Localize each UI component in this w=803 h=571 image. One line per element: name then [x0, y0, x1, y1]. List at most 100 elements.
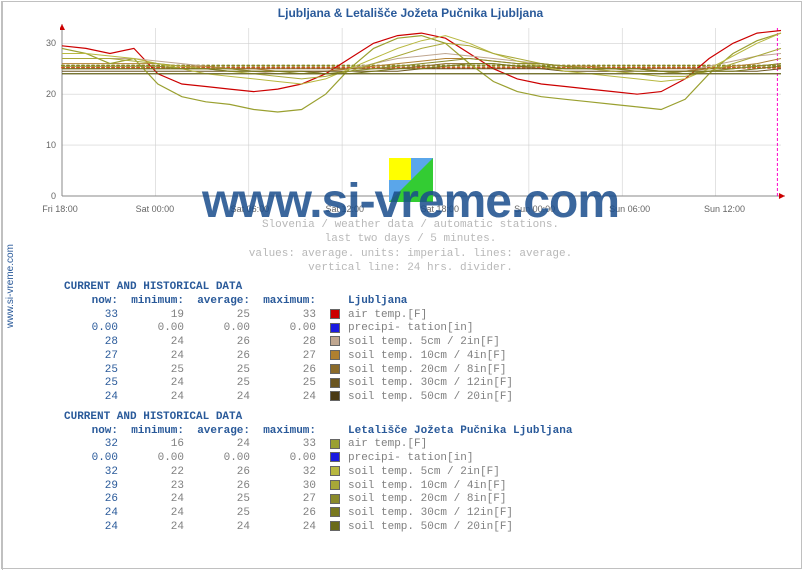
table-header: CURRENT AND HISTORICAL DATA: [64, 281, 791, 295]
cell-min: 24: [118, 507, 184, 521]
cell-max: 24: [250, 391, 316, 405]
cell-now: 27: [64, 350, 118, 364]
legend-swatch-cell: [326, 452, 344, 466]
cell-avg: 26: [184, 336, 250, 350]
cell-label: soil temp. 50cm / 20in[F]: [348, 391, 513, 405]
cell-avg: 24: [184, 438, 250, 452]
legend-swatch-cell: [326, 364, 344, 378]
cell-max: 27: [250, 493, 316, 507]
table-row: 25252526soil temp. 20cm / 8in[F]: [64, 364, 791, 378]
legend-swatch-icon: [330, 452, 340, 462]
table-row: 25242525soil temp. 30cm / 12in[F]: [64, 377, 791, 391]
cell-avg: 25: [184, 377, 250, 391]
cell-max: 0.00: [250, 452, 316, 466]
y-tick-label: 10: [30, 140, 56, 150]
column-headers: now:minimum:average:maximum:Letališče Jo…: [64, 425, 791, 439]
cell-avg: 0.00: [184, 452, 250, 466]
y-axis-labels: 0 10 20 30: [30, 22, 56, 202]
cell-now: 32: [64, 466, 118, 480]
table-row: 29232630 soil temp. 10cm / 4in[F]: [64, 480, 791, 494]
col-avg: average:: [184, 295, 250, 309]
cell-label: air temp.[F]: [348, 309, 427, 323]
table-header: CURRENT AND HISTORICAL DATA: [64, 411, 791, 425]
legend-swatch-cell: [326, 521, 344, 535]
cell-now: 0.00: [64, 322, 118, 336]
table-row: 32222632soil temp. 5cm / 2in[F]: [64, 466, 791, 480]
legend-swatch-cell: [326, 466, 344, 480]
data-table-block: CURRENT AND HISTORICAL DATAnow:minimum:a…: [64, 281, 791, 405]
cell-now: 0.00: [64, 452, 118, 466]
cell-now: 24: [64, 507, 118, 521]
cell-label: soil temp. 10cm / 4in[F]: [348, 480, 506, 494]
legend-swatch-cell: [326, 336, 344, 350]
table-row: 26242527soil temp. 20cm / 8in[F]: [64, 493, 791, 507]
table-row: 27242627soil temp. 10cm / 4in[F]: [64, 350, 791, 364]
legend-swatch-icon: [330, 350, 340, 360]
cell-avg: 25: [184, 364, 250, 378]
col-location: Letališče Jožeta Pučnika Ljubljana: [348, 425, 572, 439]
cell-avg: 24: [184, 521, 250, 535]
cell-label: soil temp. 30cm / 12in[F]: [348, 377, 513, 391]
cell-avg: 26: [184, 350, 250, 364]
data-tables: CURRENT AND HISTORICAL DATAnow:minimum:a…: [20, 281, 801, 535]
cell-now: 29: [64, 480, 118, 494]
legend-swatch-icon: [330, 439, 340, 449]
legend-swatch-icon: [330, 507, 340, 517]
cell-label: soil temp. 20cm / 8in[F]: [348, 364, 506, 378]
column-headers: now:minimum:average:maximum:Ljubljana: [64, 295, 791, 309]
cell-avg: 26: [184, 466, 250, 480]
legend-swatch-icon: [330, 391, 340, 401]
cell-min: 24: [118, 350, 184, 364]
legend-swatch-cell: [326, 480, 344, 494]
side-url-label: www.si-vreme.com: [2, 2, 20, 570]
x-tick-label: Sun 12:00: [704, 204, 745, 214]
x-tick-label: Sat 00:00: [136, 204, 175, 214]
table-row: 28242628soil temp. 5cm / 2in[F]: [64, 336, 791, 350]
y-tick-label: 30: [30, 38, 56, 48]
legend-swatch-icon: [330, 309, 340, 319]
cell-min: 22: [118, 466, 184, 480]
cell-now: 32: [64, 438, 118, 452]
cell-label: soil temp. 5cm / 2in[F]: [348, 336, 500, 350]
legend-swatch-icon: [330, 378, 340, 388]
cell-now: 28: [64, 336, 118, 350]
subtext-line: values: average. units: imperial. lines:…: [20, 247, 801, 261]
cell-avg: 0.00: [184, 322, 250, 336]
table-row: 32162433air temp.[F]: [64, 438, 791, 452]
col-min: minimum:: [118, 425, 184, 439]
y-tick-label: 20: [30, 89, 56, 99]
cell-avg: 25: [184, 507, 250, 521]
col-location: Ljubljana: [348, 295, 407, 309]
cell-min: 23: [118, 480, 184, 494]
legend-swatch-icon: [330, 336, 340, 346]
y-tick-label: 0: [30, 191, 56, 201]
data-table-block: CURRENT AND HISTORICAL DATAnow:minimum:a…: [64, 411, 791, 535]
table-row: 0.000.000.000.00precipi- tation[in]: [64, 452, 791, 466]
legend-swatch-cell: [326, 377, 344, 391]
cell-max: 30: [250, 480, 316, 494]
chart-title: Ljubljana & Letališče Jožeta Pučnika Lju…: [20, 2, 801, 22]
cell-label: soil temp. 5cm / 2in[F]: [348, 466, 500, 480]
cell-max: 32: [250, 466, 316, 480]
legend-swatch-cell: [326, 350, 344, 364]
cell-label: precipi- tation[in]: [348, 452, 473, 466]
cell-max: 0.00: [250, 322, 316, 336]
cell-label: soil temp. 10cm / 4in[F]: [348, 350, 506, 364]
table-row: 24242424soil temp. 50cm / 20in[F]: [64, 521, 791, 535]
cell-now: 26: [64, 493, 118, 507]
x-tick-label: Fri 18:00: [42, 204, 78, 214]
watermark-text: www.si-vreme.com: [202, 174, 619, 229]
legend-swatch-cell: [326, 309, 344, 323]
cell-min: 19: [118, 309, 184, 323]
cell-avg: 26: [184, 480, 250, 494]
cell-now: 25: [64, 364, 118, 378]
cell-now: 25: [64, 377, 118, 391]
cell-label: soil temp. 50cm / 20in[F]: [348, 521, 513, 535]
cell-min: 0.00: [118, 452, 184, 466]
cell-max: 26: [250, 507, 316, 521]
legend-swatch-icon: [330, 323, 340, 333]
cell-max: 33: [250, 309, 316, 323]
cell-label: air temp.[F]: [348, 438, 427, 452]
cell-label: soil temp. 20cm / 8in[F]: [348, 493, 506, 507]
legend-swatch-cell: [326, 391, 344, 405]
